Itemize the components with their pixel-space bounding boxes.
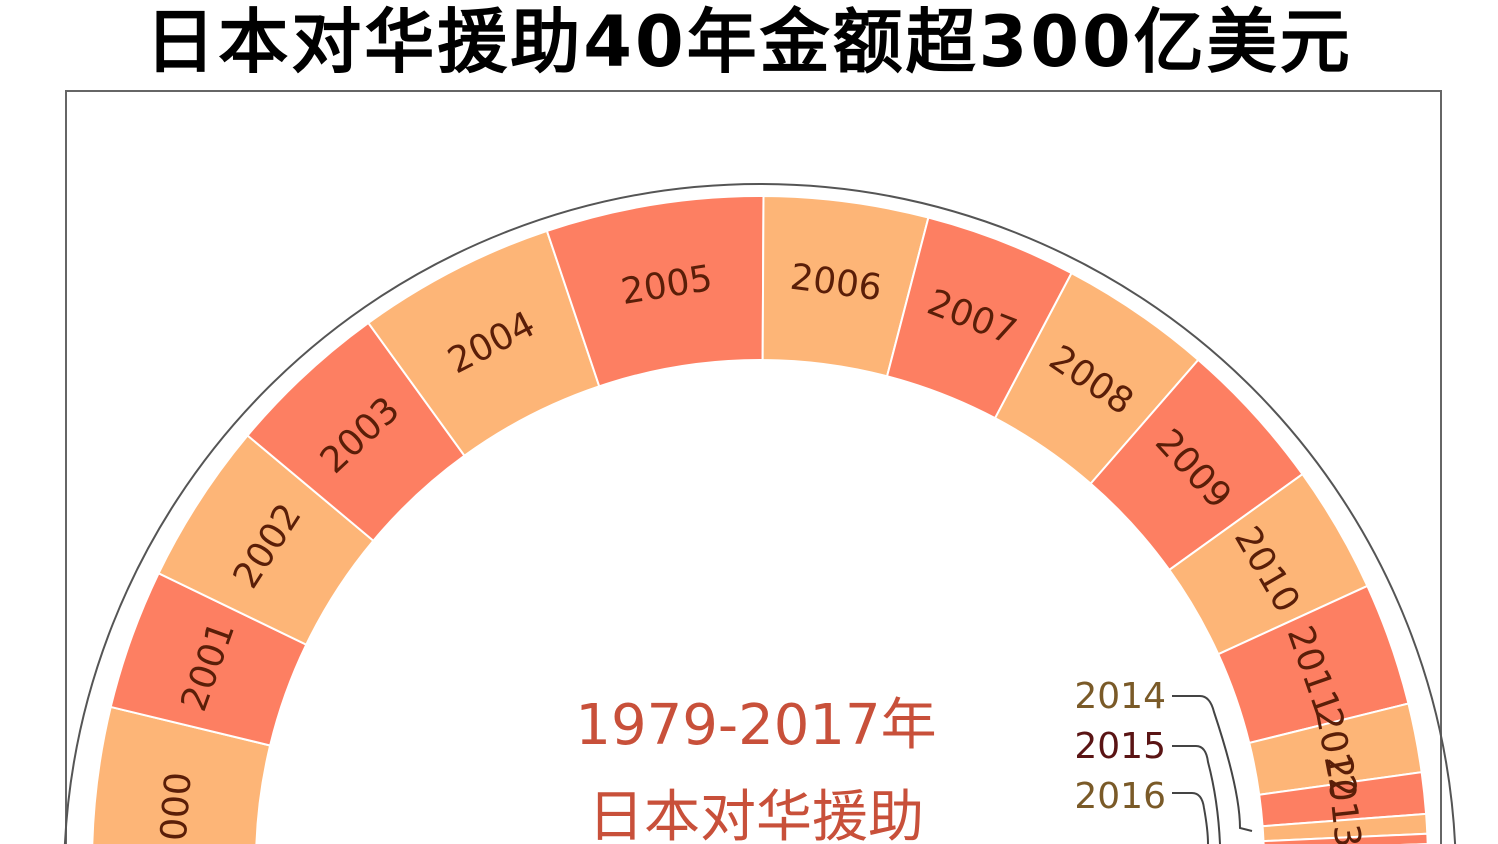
side-label-2015: 2015 <box>1074 726 1166 767</box>
leader-line-2016 <box>1172 792 1209 844</box>
leader-line-2015 <box>1172 745 1221 844</box>
frame-border <box>65 90 1442 844</box>
outer-guide-arc <box>64 183 1456 844</box>
segment-label-2013: 2013 <box>1317 754 1368 844</box>
leader-line-2014 <box>1172 695 1253 832</box>
chart-title: 日本对华援助40年金额超300亿美元 <box>145 1 1353 83</box>
side-label-2014: 2014 <box>1074 676 1166 717</box>
segment-label-2000: 2000 <box>152 771 200 844</box>
side-label-2016: 2016 <box>1074 776 1166 817</box>
segment-group <box>91 195 1429 844</box>
center-title-line1: 1979-2017年 <box>575 693 936 758</box>
segment-2015 <box>1262 832 1429 844</box>
center-title-line2: 日本对华援助 <box>588 785 924 844</box>
leader-lines <box>1172 695 1253 844</box>
